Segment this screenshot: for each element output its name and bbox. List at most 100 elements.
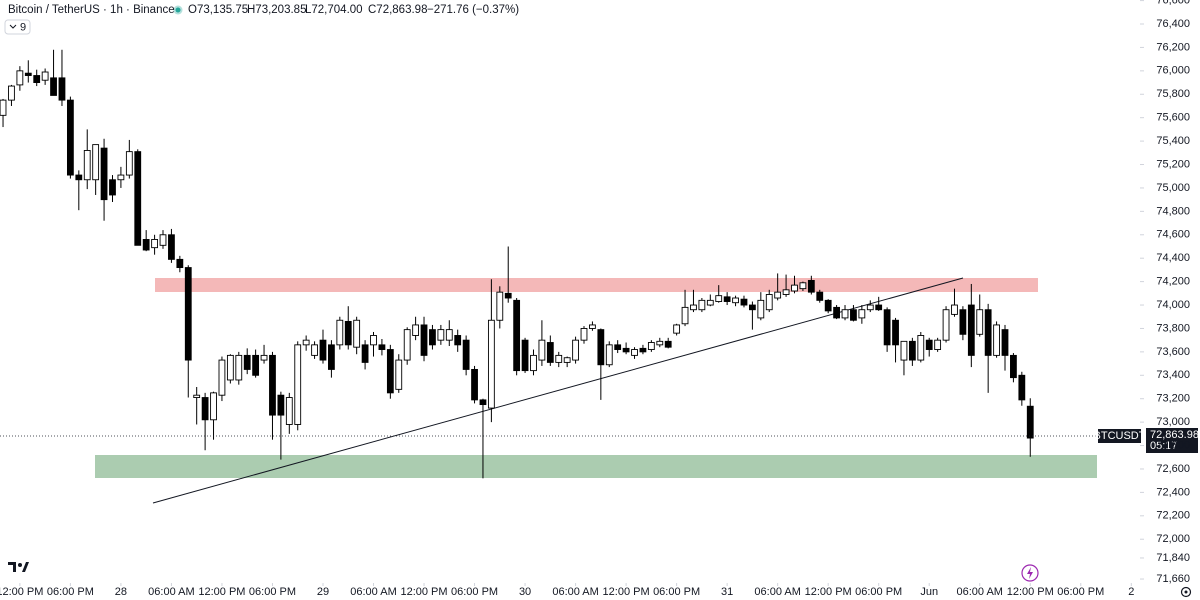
candle-body xyxy=(1010,354,1017,379)
candle-body xyxy=(833,306,840,319)
candle-body xyxy=(976,309,984,335)
candle-body xyxy=(134,151,142,246)
x-tick-label: 06:00 AM xyxy=(956,586,1002,598)
candle-body xyxy=(277,394,285,416)
candle-body xyxy=(782,289,790,295)
candle-body xyxy=(479,399,487,406)
candle-body xyxy=(302,339,310,346)
candle-body xyxy=(951,304,958,315)
y-tick-label: 75,600 xyxy=(1156,112,1190,124)
candle-body xyxy=(993,324,1000,356)
candle-body xyxy=(875,304,883,311)
y-tick-label: 75,000 xyxy=(1156,182,1190,194)
candle-body xyxy=(496,291,504,321)
candle-body xyxy=(109,179,116,196)
y-tick-label: 72,000 xyxy=(1156,533,1190,545)
y-tick-label: 73,600 xyxy=(1156,346,1190,358)
candle-body xyxy=(285,397,293,425)
candle-body xyxy=(0,99,7,116)
candle-body xyxy=(521,339,529,372)
candle-body xyxy=(900,340,908,361)
y-tick-label: 72,400 xyxy=(1156,486,1190,498)
candle-body xyxy=(715,295,723,302)
indicator-toggle[interactable] xyxy=(4,19,31,35)
price-tag-box xyxy=(1146,428,1198,453)
candle-body xyxy=(942,309,950,341)
candle-body xyxy=(1001,329,1009,356)
candle-body xyxy=(959,309,967,335)
x-tick-label: 30 xyxy=(519,586,531,598)
candle-body xyxy=(33,75,41,84)
x-tick-label: Jun xyxy=(920,586,938,598)
ohlc-high: H73,203.85 xyxy=(247,4,306,16)
lightning-button[interactable] xyxy=(1021,564,1039,582)
y-tick-label: 74,400 xyxy=(1156,252,1190,264)
candle-body xyxy=(925,339,933,350)
candle-body xyxy=(774,291,782,299)
candle-body xyxy=(243,354,251,370)
y-tick-label: 73,000 xyxy=(1156,416,1190,428)
candle-body xyxy=(24,72,32,76)
candle-body xyxy=(395,359,403,390)
x-tick-label: 06:00 PM xyxy=(47,586,94,598)
y-tick-label: 74,800 xyxy=(1156,205,1190,217)
chevron-icon xyxy=(9,24,17,29)
y-tick-label: 73,400 xyxy=(1156,369,1190,381)
candle-body xyxy=(807,279,815,293)
candle-body xyxy=(673,324,681,334)
candle-body xyxy=(538,339,546,361)
candle-body xyxy=(58,77,66,101)
x-tick-label: 06:00 AM xyxy=(552,586,598,598)
y-tick-label: 76,200 xyxy=(1156,41,1190,53)
candle-body xyxy=(572,339,579,361)
candle-body xyxy=(226,354,234,381)
candle-body xyxy=(504,292,512,299)
ohlc-change: −271.76 (−0.37%) xyxy=(427,4,519,16)
candle-body xyxy=(513,299,521,372)
candle-body xyxy=(100,147,108,201)
x-tick-label: 06:00 AM xyxy=(350,586,396,598)
candle-body xyxy=(83,150,91,181)
status-dot xyxy=(175,7,181,13)
candle-body xyxy=(184,267,192,361)
candle-body xyxy=(437,329,445,341)
candle-body xyxy=(378,344,386,350)
candle-body xyxy=(386,349,394,394)
candle-body xyxy=(125,151,133,176)
candle-body xyxy=(353,319,361,348)
y-tick-label: 71,660 xyxy=(1156,573,1190,585)
candle-body xyxy=(967,304,975,356)
x-tick-label: 06:00 PM xyxy=(855,586,902,598)
candle-body xyxy=(639,347,647,353)
candle-body xyxy=(555,354,563,363)
candle-body xyxy=(193,394,201,398)
trend-line xyxy=(152,277,964,504)
candle-body xyxy=(176,258,184,269)
x-tick-label: 12:00 PM xyxy=(0,586,43,598)
y-tick-label: 72,800 xyxy=(1156,439,1190,451)
symbol-tag-box xyxy=(1098,429,1141,443)
x-tick-label: 06:00 PM xyxy=(653,586,700,598)
candle-body xyxy=(917,335,925,361)
candle-body xyxy=(260,354,268,361)
x-tick-label: 06:00 PM xyxy=(1057,586,1104,598)
resistance-zone xyxy=(155,278,1038,292)
candle-body xyxy=(294,344,302,425)
x-tick-label: 29 xyxy=(317,586,329,598)
candle-body xyxy=(8,85,15,101)
x-tick-label: 12:00 PM xyxy=(400,586,447,598)
x-tick-label: 28 xyxy=(115,586,127,598)
tradingview-logo[interactable] xyxy=(8,562,29,572)
settings-button[interactable] xyxy=(1180,586,1192,598)
ohlc-open: O73,135.75 xyxy=(188,4,248,16)
candle-body xyxy=(50,77,57,96)
candle-body xyxy=(16,70,24,86)
y-tick-label: 76,000 xyxy=(1156,65,1190,77)
candle-body xyxy=(723,296,731,302)
candle-body xyxy=(142,239,150,251)
x-tick-label: 06:00 PM xyxy=(451,586,498,598)
indicator-count: 9 xyxy=(20,21,26,33)
candle-body xyxy=(597,329,605,366)
